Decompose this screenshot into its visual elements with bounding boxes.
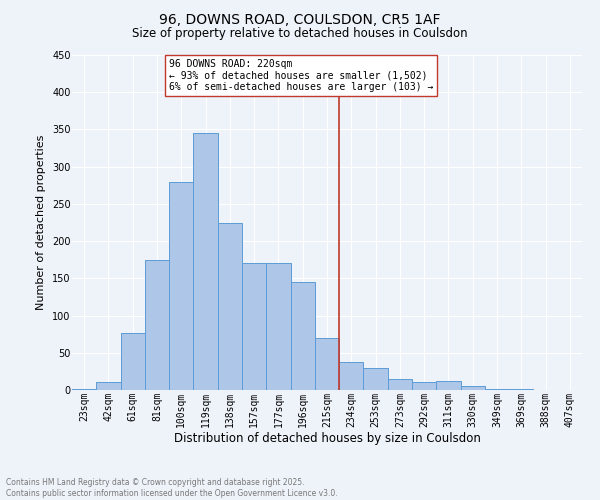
Bar: [169, 182, 193, 390]
Bar: [339, 362, 364, 390]
Bar: [121, 334, 145, 390]
X-axis label: Distribution of detached houses by size in Coulsdon: Distribution of detached houses by size …: [173, 432, 481, 445]
Bar: [242, 264, 266, 390]
Bar: [72, 388, 96, 390]
Bar: [145, 260, 169, 390]
Bar: [461, 386, 485, 390]
Bar: [364, 368, 388, 390]
Text: 96, DOWNS ROAD, COULSDON, CR5 1AF: 96, DOWNS ROAD, COULSDON, CR5 1AF: [159, 12, 441, 26]
Bar: [315, 338, 339, 390]
Bar: [96, 382, 121, 390]
Bar: [266, 264, 290, 390]
Bar: [290, 282, 315, 390]
Text: Contains HM Land Registry data © Crown copyright and database right 2025.
Contai: Contains HM Land Registry data © Crown c…: [6, 478, 338, 498]
Y-axis label: Number of detached properties: Number of detached properties: [37, 135, 46, 310]
Text: 96 DOWNS ROAD: 220sqm
← 93% of detached houses are smaller (1,502)
6% of semi-de: 96 DOWNS ROAD: 220sqm ← 93% of detached …: [169, 58, 434, 92]
Bar: [218, 222, 242, 390]
Bar: [436, 381, 461, 390]
Bar: [388, 379, 412, 390]
Text: Size of property relative to detached houses in Coulsdon: Size of property relative to detached ho…: [132, 28, 468, 40]
Bar: [193, 133, 218, 390]
Bar: [412, 382, 436, 390]
